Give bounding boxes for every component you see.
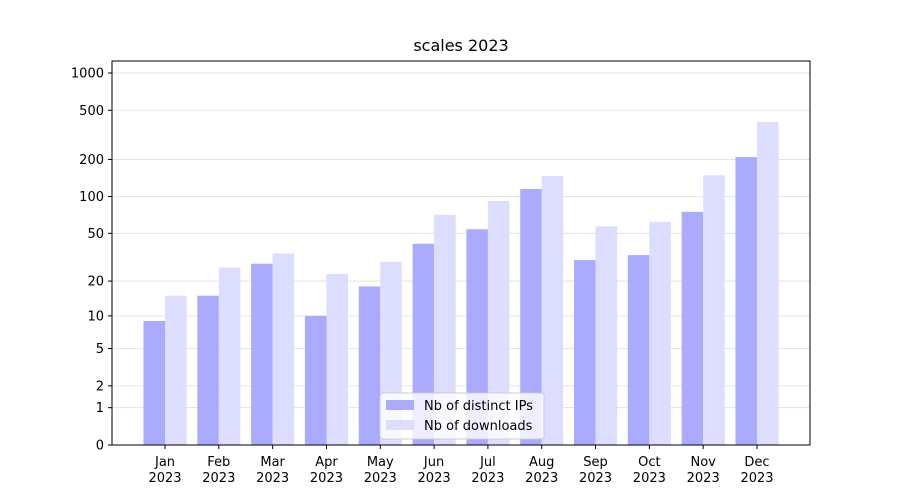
y-tick-label: 20	[87, 275, 104, 290]
x-tick-label: Jul 2023	[471, 455, 504, 486]
bar	[681, 211, 704, 445]
x-tick-label: Feb 2023	[202, 455, 235, 486]
bar	[703, 175, 725, 445]
y-tick-label: 5	[96, 342, 104, 357]
bar	[574, 260, 596, 445]
bar	[304, 315, 327, 445]
x-tick-label: Aug 2023	[525, 455, 558, 486]
bar	[272, 253, 295, 445]
bar	[358, 286, 381, 445]
x-tick-label: Mar 2023	[256, 455, 289, 486]
bar	[649, 221, 671, 445]
x-tick-label: Jan 2023	[148, 455, 181, 486]
y-tick-label: 2	[96, 379, 104, 394]
legend-label: Nb of downloads	[424, 419, 533, 434]
bar	[165, 295, 187, 445]
legend-box	[379, 392, 545, 440]
y-tick-label: 1	[96, 401, 104, 416]
plot-frame	[111, 60, 811, 446]
legend-swatch	[386, 420, 414, 430]
x-tick-label: Dec 2023	[740, 455, 773, 486]
bar	[756, 121, 779, 446]
x-tick-label: Nov 2023	[687, 455, 720, 486]
y-tick-label: 50	[87, 227, 104, 242]
bar	[595, 226, 618, 445]
y-tick-label: 1000	[71, 67, 104, 82]
bar	[197, 295, 219, 445]
legend-swatch	[386, 400, 414, 410]
x-tick-label: Apr 2023	[310, 455, 343, 486]
x-tick-label: Oct 2023	[633, 455, 666, 486]
bar	[434, 214, 456, 445]
chart-title: scales 2023	[413, 36, 508, 55]
y-tick-label: 200	[79, 153, 104, 168]
bar	[735, 157, 757, 445]
y-tick-label: 0	[96, 439, 104, 454]
x-tick-label: May 2023	[364, 455, 397, 486]
bar	[251, 263, 273, 445]
bar	[326, 273, 348, 445]
bar	[466, 229, 488, 445]
bar	[218, 267, 241, 445]
legend-label: Nb of distinct IPs	[424, 399, 533, 414]
y-tick-label: 500	[79, 104, 104, 119]
bar	[487, 200, 510, 445]
y-tick-label: 100	[79, 190, 104, 205]
x-tick-label: Sep 2023	[579, 455, 612, 486]
y-tick-label: 10	[87, 309, 104, 324]
bar	[143, 321, 166, 445]
bar	[627, 255, 650, 445]
bar	[541, 175, 564, 446]
bar	[520, 189, 542, 445]
x-tick-label: Jun 2023	[418, 455, 451, 486]
